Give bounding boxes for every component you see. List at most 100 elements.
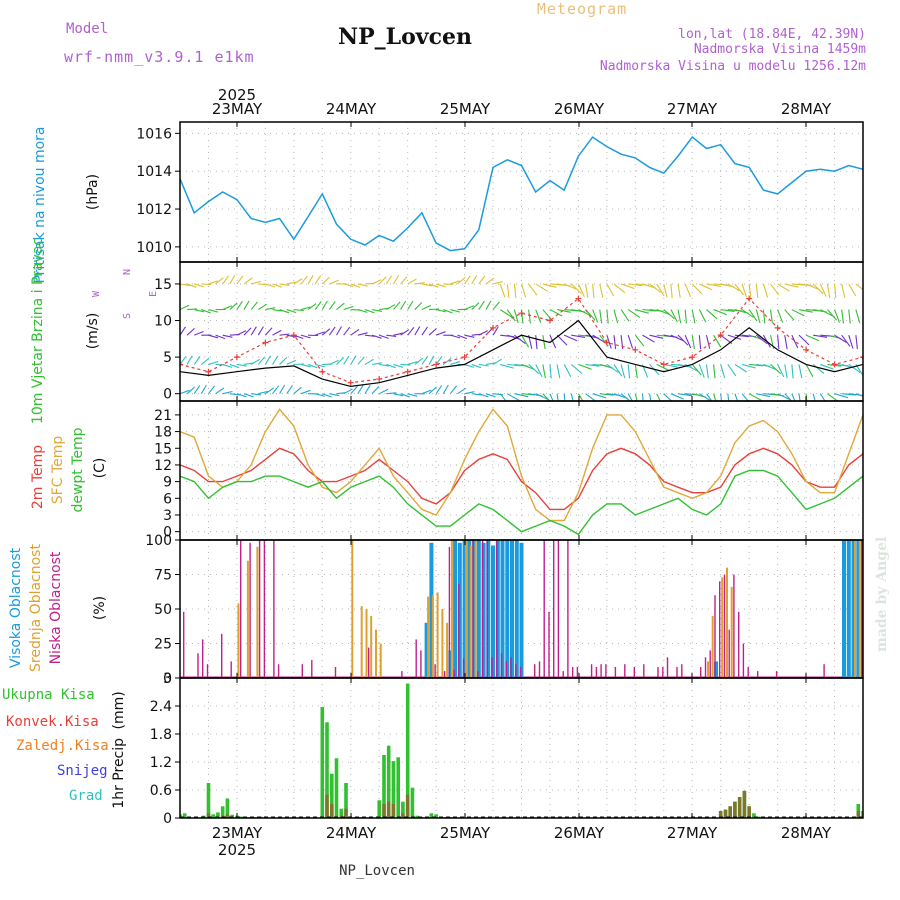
wind-barb <box>385 275 393 285</box>
temp2m-line <box>180 447 863 511</box>
bottom-day-label: 27MAY <box>667 824 718 842</box>
wind-barb <box>180 304 190 311</box>
low-cloud-bar <box>557 540 560 678</box>
wind-barb <box>428 386 437 395</box>
low-cloud-bar <box>681 664 683 678</box>
wind-barb <box>485 300 492 310</box>
watermark: made by Angel <box>874 537 890 652</box>
bottom-year-label: 2025 <box>218 841 256 859</box>
low-cloud-label: Niska Oblacnost <box>48 551 64 664</box>
wind-barb <box>400 363 411 366</box>
conv-precip-bar <box>344 808 348 818</box>
low-cloud-bar <box>197 653 199 678</box>
low-cloud-bar <box>624 664 626 678</box>
wind-barb <box>834 334 847 343</box>
wind-barb <box>862 393 863 395</box>
wind-barb <box>251 280 261 285</box>
wind-barb <box>329 393 340 397</box>
precip-unit: (mm) <box>111 691 127 729</box>
compass-w: W <box>91 290 102 297</box>
low-cloud-bar <box>240 540 242 678</box>
mid-cloud-bar <box>365 609 368 678</box>
wind-barb <box>556 309 571 313</box>
wind-barb <box>663 309 675 320</box>
y-tick-label: 100 <box>145 533 172 549</box>
wind-barb <box>613 283 626 294</box>
wind-gust-marker <box>546 317 553 324</box>
wind-barb <box>570 283 582 294</box>
wind-barb <box>592 334 605 343</box>
bottom-day-labels: 23MAY 24MAY 25MAY 26MAY 27MAY 28MAY <box>212 824 832 842</box>
compass-e: E <box>148 291 159 297</box>
conv-precip-bar <box>718 811 723 818</box>
wind-barb <box>279 283 290 286</box>
wind-barb <box>777 364 785 378</box>
wind-barb <box>755 334 768 345</box>
high-cloud-bar <box>842 540 846 678</box>
wind-barb <box>798 309 813 313</box>
wind-gust-marker <box>632 346 639 353</box>
total-precip-bar <box>410 787 415 818</box>
conv-precip-bar <box>330 804 334 818</box>
wind-barb <box>222 275 229 285</box>
wind-barb <box>777 335 780 350</box>
wind-barb <box>492 326 499 336</box>
grid-layer <box>180 122 863 818</box>
wind-barb <box>805 283 820 291</box>
wind-barb <box>805 364 814 377</box>
wind-barb <box>755 309 761 324</box>
wind-barb <box>272 355 279 365</box>
total-precip-bar <box>382 755 386 818</box>
wind-barb <box>336 302 345 310</box>
wind-barb <box>720 364 726 379</box>
low-cloud-bar <box>458 584 460 678</box>
low-cloud-bar <box>733 574 735 678</box>
wind-barb <box>478 330 488 336</box>
low-cloud-bar <box>548 611 550 678</box>
low-cloud-bar <box>704 657 707 678</box>
wind-barb <box>243 393 254 398</box>
wind-barb <box>293 309 304 312</box>
wind-barb <box>549 364 552 379</box>
low-cloud-bar <box>368 647 370 678</box>
wind-barb <box>705 335 711 349</box>
wind-barb <box>222 390 233 395</box>
high-cloud-bar <box>429 542 434 678</box>
mid-cloud-bar <box>707 661 709 678</box>
wind-barb <box>620 393 632 401</box>
wind-barb <box>243 277 253 285</box>
total-precip-bar <box>334 758 339 818</box>
y-tick-label: 25 <box>154 637 172 653</box>
wind-barb <box>684 309 687 324</box>
wind-barb <box>279 384 286 394</box>
wind-barb <box>784 283 799 288</box>
wind-barb <box>592 309 599 323</box>
wind-barb <box>784 335 788 350</box>
cloud-unit: (%) <box>92 596 108 620</box>
wind-barb <box>186 355 193 365</box>
wind-barb <box>855 335 858 350</box>
wind-barb <box>613 309 619 324</box>
wind-barb <box>627 334 634 349</box>
total-precip-bar <box>396 757 400 818</box>
low-cloud-bar <box>657 667 659 678</box>
wind-barb <box>236 300 243 310</box>
precip-series <box>180 683 863 818</box>
wind-barb <box>328 326 336 336</box>
wind-barb <box>215 334 226 340</box>
total-precip-bar <box>230 814 234 818</box>
wind-barb <box>748 309 758 322</box>
wind-barb <box>400 300 407 310</box>
low-cloud-bar <box>757 671 759 678</box>
y-tick-label: 75 <box>154 568 172 584</box>
wind-gust-marker <box>290 332 297 339</box>
total-precip-bar <box>401 801 405 818</box>
wind-barb <box>471 393 482 396</box>
wind-barb <box>180 283 190 287</box>
total-precip-bar <box>180 814 182 818</box>
high-cloud-bar <box>448 650 453 678</box>
wind-barb <box>841 393 856 396</box>
wind-barb <box>777 309 784 323</box>
wind-gust-marker <box>603 339 610 346</box>
wind-barb <box>236 275 244 285</box>
